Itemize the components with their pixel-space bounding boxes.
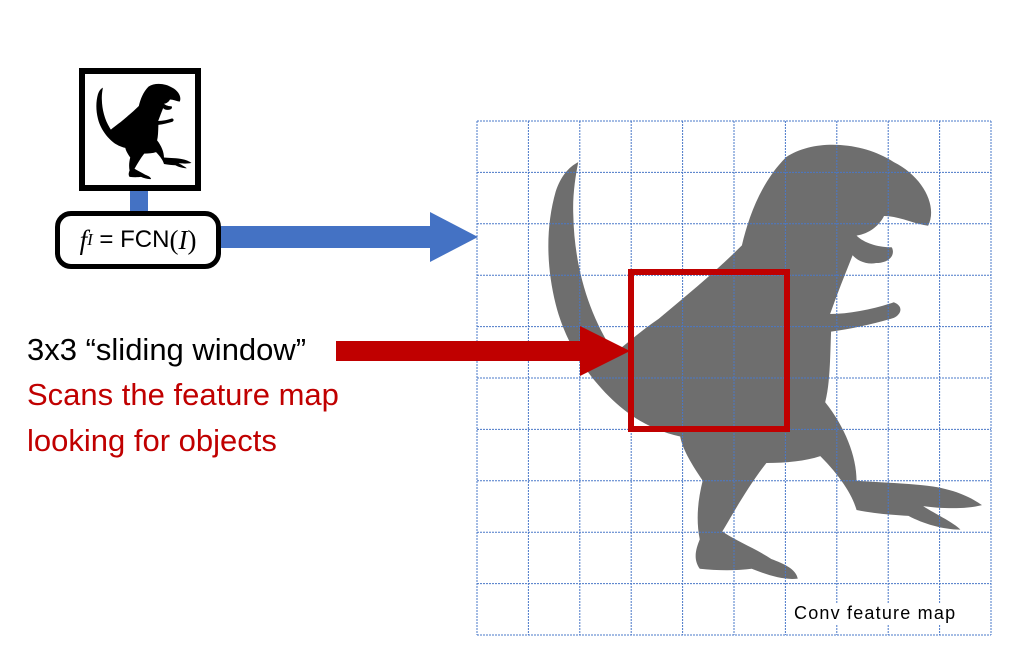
sliding-window-arrow bbox=[336, 326, 630, 376]
sliding-window-title: 3x3 “sliding window” bbox=[27, 332, 307, 367]
fcn-paren-close: ) bbox=[187, 224, 197, 255]
feature-map-dinosaur bbox=[548, 144, 982, 579]
input-image-thumbnail bbox=[79, 68, 201, 191]
feature-map-label: Conv feature map bbox=[792, 603, 959, 624]
fcn-var-f: f bbox=[79, 224, 88, 255]
thumbnail-connector bbox=[130, 186, 148, 212]
fcn-output-arrow bbox=[221, 212, 478, 262]
sliding-window-desc-line1: Scans the feature map bbox=[27, 377, 339, 412]
feature-map-grid bbox=[476, 120, 992, 636]
fcn-var-arg: I bbox=[178, 224, 188, 255]
fcn-func-name: FCN bbox=[120, 226, 170, 253]
fcn-equals: = bbox=[92, 226, 121, 253]
fcn-paren-open: ( bbox=[169, 224, 179, 255]
sliding-window-box bbox=[628, 269, 790, 432]
fcn-var-f-subscript: I bbox=[87, 230, 93, 249]
sliding-window-desc-line2: looking for objects bbox=[27, 423, 277, 458]
